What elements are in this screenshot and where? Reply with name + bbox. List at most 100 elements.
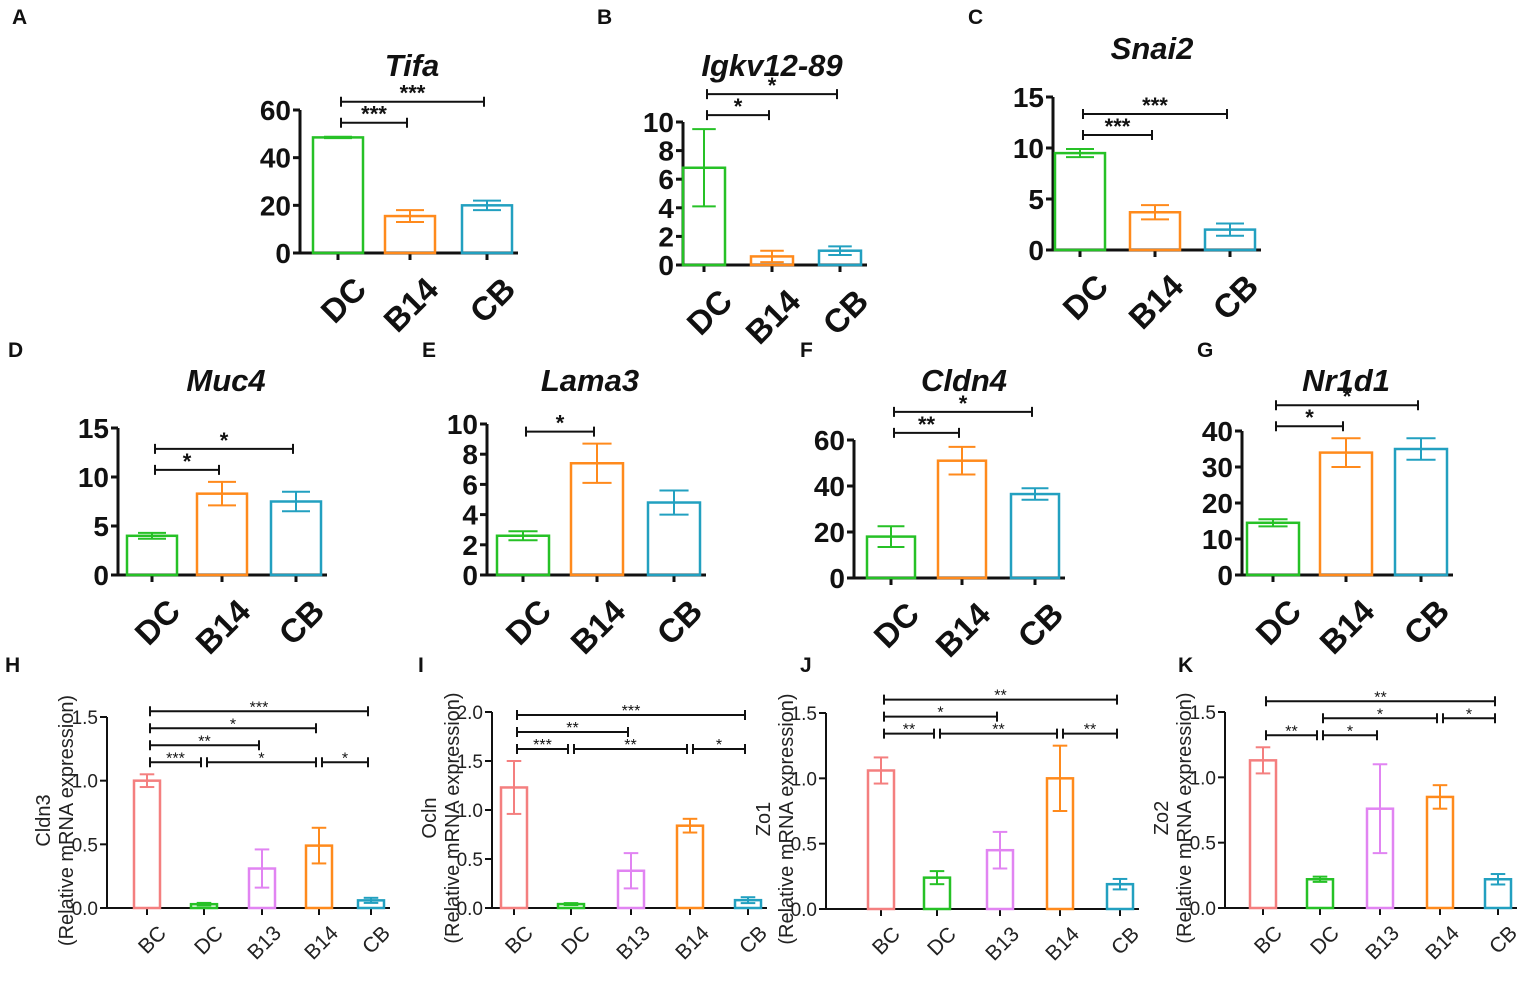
y-tick-label: 0.5: [457, 850, 483, 871]
y-tick-label: 0: [93, 560, 109, 591]
significance-bracket: [154, 443, 294, 454]
panel-J: J Zo1 (Relative mRNA expression)0.0 0.5 1.0 1…: [753, 654, 1144, 965]
x-tick-label: B14: [188, 592, 257, 661]
significance-bracket: [1265, 730, 1318, 741]
significance-label: *: [1466, 706, 1472, 723]
x-tick-label: DC: [557, 922, 595, 960]
significance-label: *: [1347, 723, 1353, 740]
significance-label: ***: [250, 699, 269, 716]
significance-label: **: [566, 720, 578, 737]
significance-label: ***: [533, 737, 552, 754]
x-tick-label: BC: [134, 922, 171, 959]
significance-bracket: [706, 89, 838, 100]
y-tick-label: 1.5: [72, 708, 98, 729]
x-tick-label: DC: [679, 282, 739, 342]
bar-BC: [866, 769, 896, 911]
y-tick-label: 0: [829, 563, 845, 594]
bar-B14: [1425, 795, 1455, 910]
panel-D: D Muc4 0 5 10 15 DC B14 CB * *: [8, 339, 331, 661]
y-tick-label: 1.5: [791, 704, 817, 725]
panel-C: C Snai2 0 5 10 15 DC B14 CB *** ***: [968, 6, 1265, 336]
y-tick-label: 0.5: [72, 835, 98, 856]
panel-G: G Nr1d1 0 10 20 30 40 DC B14 CB * *: [1197, 339, 1456, 661]
y-tick-label: 20: [1202, 488, 1233, 519]
significance-bracket: [516, 727, 629, 737]
y-tick-label: 2.0: [457, 703, 483, 724]
y-tick-label: 10: [643, 107, 674, 138]
y-axis-label-units: (Relative mRNA expression): [56, 695, 78, 946]
chart-title: Lama3: [541, 363, 639, 398]
significance-label: **: [198, 733, 210, 750]
y-tick-label: 40: [1202, 416, 1233, 447]
x-tick-label: B14: [300, 921, 343, 964]
panel-letter: D: [8, 339, 23, 362]
x-tick-label: DC: [313, 270, 373, 330]
x-tick-label: CB: [649, 592, 709, 652]
significance-label: *: [183, 449, 192, 474]
significance-bracket: [516, 710, 746, 720]
bar-CB: [460, 204, 514, 255]
significance-label: ***: [622, 703, 641, 720]
x-tick-label: B13: [981, 923, 1024, 966]
chart-title: Nr1d1: [1302, 363, 1390, 398]
y-tick-label: 0: [658, 250, 674, 281]
y-tick-label: 1.5: [1190, 703, 1216, 724]
significance-label: **: [992, 722, 1004, 739]
bar-B14: [1318, 451, 1374, 577]
significance-label: **: [1084, 722, 1096, 739]
y-tick-label: 1.5: [457, 752, 483, 773]
y-tick-label: 1.0: [1190, 768, 1216, 789]
panel-H: H Cldn3 (Relative mRNA expression)0.0 0.5 1.…: [5, 654, 395, 964]
x-tick-label: B13: [612, 922, 655, 965]
significance-bracket: [1265, 696, 1496, 707]
y-tick-label: 8: [658, 136, 674, 167]
y-axis-label-units: (Relative mRNA expression): [1174, 692, 1196, 943]
y-tick-label: 10: [1202, 524, 1233, 555]
panel-letter: E: [422, 339, 436, 362]
panel-letter: K: [1178, 654, 1193, 677]
x-tick-label: BC: [501, 922, 538, 959]
significance-label: *: [768, 73, 777, 98]
y-tick-label: 5: [93, 511, 109, 542]
significance-label: *: [734, 94, 743, 119]
significance-bracket: [1062, 728, 1118, 739]
y-tick-label: 1.0: [791, 769, 817, 790]
significance-label: *: [716, 737, 722, 754]
significance-bracket: [149, 740, 260, 751]
significance-bracket: [706, 110, 770, 121]
significance-bracket: [149, 723, 317, 734]
panel-letter: J: [800, 654, 812, 677]
bar-CB: [269, 500, 323, 577]
x-tick-label: CB: [1396, 592, 1456, 652]
significance-label: ***: [400, 81, 426, 106]
significance-bracket: [1082, 130, 1153, 141]
significance-label: **: [994, 688, 1006, 705]
significance-bracket: [516, 744, 569, 754]
significance-bracket: [883, 728, 935, 739]
significance-bracket: [149, 757, 202, 768]
bar-CB: [1393, 447, 1449, 577]
panel-A: A Tifa 0 20 40 60 DC B14 CB *** ***: [12, 6, 522, 339]
significance-bracket: [340, 96, 485, 107]
y-tick-label: 0.0: [457, 899, 483, 920]
significance-bracket: [149, 706, 369, 717]
y-tick-label: 2: [658, 221, 674, 252]
y-tick-label: 10: [1013, 133, 1044, 164]
significance-label: *: [959, 391, 968, 416]
significance-label: *: [937, 705, 943, 722]
significance-bracket: [340, 117, 408, 128]
x-tick-label: DC: [190, 922, 228, 960]
bar-DC: [311, 136, 365, 255]
x-tick-label: DC: [1248, 592, 1308, 652]
x-tick-label: B14: [738, 282, 807, 351]
y-tick-label: 60: [260, 95, 291, 126]
x-tick-label: DC: [1055, 267, 1115, 327]
significance-label: **: [1285, 723, 1297, 740]
x-tick-label: CB: [358, 922, 395, 959]
x-tick-label: BC: [868, 923, 905, 960]
y-tick-label: 60: [814, 425, 845, 456]
significance-bracket: [573, 744, 688, 754]
bar-DC: [125, 534, 179, 577]
significance-bracket: [692, 744, 746, 754]
